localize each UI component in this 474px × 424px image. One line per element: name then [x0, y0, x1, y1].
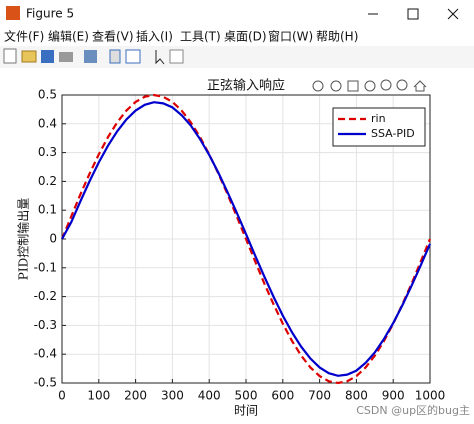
y-tick-label: -0.1	[34, 260, 57, 274]
y-tick-label: -0.5	[34, 376, 57, 390]
legend-box	[332, 107, 426, 147]
y-tick-label: 0	[49, 232, 57, 246]
menu-item[interactable]: 窗口(W)	[268, 30, 313, 44]
pan-icon[interactable]	[364, 80, 376, 92]
link-icon[interactable]	[84, 50, 97, 63]
menu-item[interactable]: 插入(I)	[136, 30, 173, 44]
x-tick-label: 700	[308, 389, 331, 403]
x-tick-label: 400	[198, 389, 221, 403]
print-icon[interactable]	[59, 52, 73, 62]
menu-item[interactable]: 桌面(D)	[224, 30, 267, 44]
x-axis-label: 时间	[234, 404, 258, 418]
maximize-button[interactable]	[407, 8, 419, 20]
menu-bar	[0, 28, 474, 46]
save-icon[interactable]	[41, 50, 54, 63]
export-icon[interactable]	[347, 80, 359, 92]
x-tick-label: 300	[161, 389, 184, 403]
x-tick-label: 0	[58, 389, 66, 403]
y-tick-label: 0.1	[38, 203, 57, 217]
new-icon[interactable]	[3, 48, 17, 64]
datatip-icon[interactable]	[330, 80, 342, 92]
legend-label: rin	[371, 112, 386, 125]
y-tick-label: 0.5	[38, 88, 57, 102]
x-tick-label: 200	[124, 389, 147, 403]
menu-item[interactable]: 工具(T)	[180, 30, 221, 44]
x-tick-label: 900	[382, 389, 405, 403]
axes-toolbar	[312, 79, 427, 92]
open-icon[interactable]	[21, 50, 37, 63]
menu-item[interactable]: 文件(F)	[4, 29, 44, 44]
property-icon[interactable]	[169, 49, 184, 64]
y-tick-label: -0.4	[34, 347, 57, 361]
x-tick-label: 600	[271, 389, 294, 403]
y-tick-label: 0.4	[38, 116, 57, 130]
legend-icon[interactable]	[125, 49, 141, 64]
menu-item[interactable]: 查看(V)	[92, 30, 134, 44]
data-line	[61, 101, 432, 377]
y-tick-label: 0.3	[38, 145, 57, 159]
title-bar	[0, 0, 474, 28]
menu-item[interactable]: 编辑(E)	[48, 29, 89, 44]
chart-title: 正弦输入响应	[207, 78, 285, 94]
x-tick-label: 1000	[415, 389, 446, 403]
colorbar-icon[interactable]	[109, 49, 121, 64]
brush-icon[interactable]	[312, 80, 324, 92]
zoom-in-icon[interactable]	[380, 79, 392, 91]
zoom-out-icon[interactable]	[396, 79, 408, 91]
y-tick-label: -0.2	[34, 289, 57, 303]
app-icon	[6, 6, 20, 20]
y-tick-label: 0.2	[38, 174, 57, 188]
window-title: Figure 5	[26, 7, 74, 21]
x-tick-label: 500	[235, 389, 258, 403]
close-button[interactable]	[447, 8, 459, 20]
x-tick-label: 100	[87, 389, 110, 403]
toolbar-icons	[3, 48, 184, 65]
x-tick-label: 800	[345, 389, 368, 403]
y-axis-label: PID控制输出量	[16, 198, 31, 280]
data-line	[60, 93, 432, 385]
legend-label: SSA-PID	[371, 127, 415, 140]
pointer-icon[interactable]	[155, 50, 165, 65]
watermark: CSDN @up区的bug主	[356, 403, 470, 417]
y-tick-label: -0.3	[34, 318, 57, 332]
home-icon[interactable]	[413, 80, 427, 92]
menu-item[interactable]: 帮助(H)	[316, 30, 358, 44]
